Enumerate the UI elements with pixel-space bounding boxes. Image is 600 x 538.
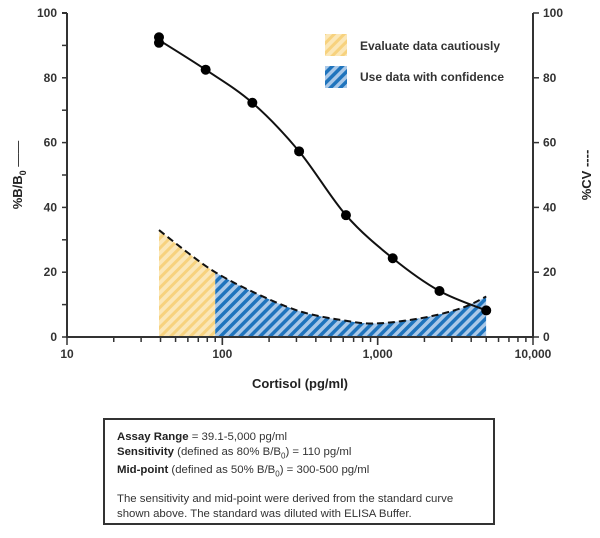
y-tick-label-right: 20: [543, 265, 557, 279]
legend-swatch-caution: [325, 34, 347, 56]
confidence-region: [215, 230, 487, 337]
note-text: The sensitivity and mid-point were deriv…: [117, 493, 454, 520]
y-tick-label-left: 80: [44, 71, 58, 85]
data-point: [294, 146, 305, 157]
data-point: [387, 253, 398, 264]
data-point: [340, 210, 351, 221]
data-point: [200, 64, 211, 75]
y-axis-label-right: %CV ----: [579, 150, 594, 201]
x-tick-label: 1,000: [363, 347, 393, 361]
data-point: [434, 285, 445, 296]
cv-dashed-line: [158, 229, 487, 325]
y-tick-label-right: 0: [543, 330, 550, 344]
axis-frame: [66, 13, 534, 338]
standard-curve-chart: 0 0 20 20 40 40 60 60 80 80 100 100 10 100 1,000 10,000…: [10, 6, 594, 391]
legend: Evaluate data cautiously Use data with c…: [325, 34, 504, 88]
data-point: [153, 37, 164, 48]
y-tick-label-right: 80: [543, 71, 557, 85]
legend-label-confidence: Use data with confidence: [360, 70, 504, 84]
bb0-curve: [158, 39, 487, 312]
assay-range-line: Assay Range = 39.1-5,000 pg/ml: [117, 431, 288, 443]
x-tick-label: 10,000: [515, 347, 552, 361]
legend-label-caution: Evaluate data cautiously: [360, 39, 500, 53]
y-tick-label-right: 60: [543, 136, 557, 150]
caution-region: [158, 230, 216, 337]
sensitivity-line: Sensitivity (defined as 80% B/B0) = 110 …: [117, 445, 352, 460]
x-tick-label: 100: [212, 347, 232, 361]
midpoint-line: Mid-point (defined as 50% B/B0) = 300-50…: [117, 464, 370, 479]
data-point: [247, 97, 258, 108]
assay-info-box: Assay Range = 39.1-5,000 pg/ml Sensitivi…: [103, 418, 495, 525]
x-axis-label: Cortisol (pg/ml): [252, 376, 348, 391]
y-tick-label-left: 100: [37, 6, 57, 20]
y-tick-label-left: 20: [44, 265, 58, 279]
y-tick-label-right: 40: [543, 200, 557, 214]
y-axis-label-left: %B/B0 ——: [10, 141, 28, 210]
y-tick-label-left: 60: [44, 136, 58, 150]
y-tick-label-left: 40: [44, 200, 58, 214]
y-tick-label-left: 0: [50, 330, 57, 344]
y-tick-label-right: 100: [543, 6, 563, 20]
x-tick-label: 10: [60, 347, 74, 361]
legend-swatch-confidence: [325, 66, 347, 88]
data-point: [481, 305, 492, 316]
